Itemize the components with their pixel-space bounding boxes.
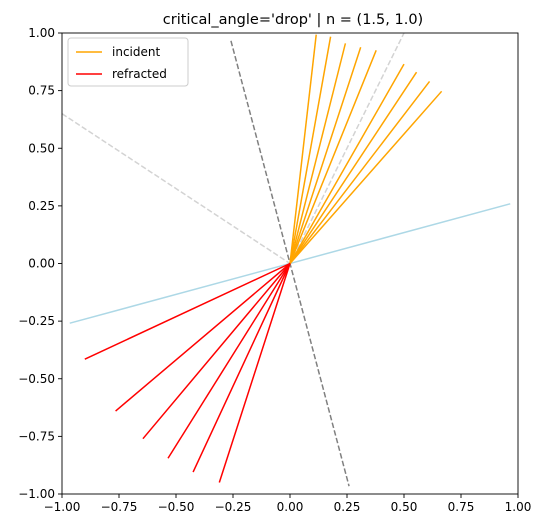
chart-title: critical_angle='drop' | n = (1.5, 1.0) <box>163 12 423 28</box>
legend-label: incident <box>112 45 160 59</box>
legend-label: refracted <box>112 67 167 81</box>
x-tick-label: 0.25 <box>334 500 361 514</box>
x-tick-label: 0.00 <box>277 500 304 514</box>
refracted-ray <box>84 262 291 360</box>
incident-ray <box>289 90 443 264</box>
x-tick-label: −0.75 <box>101 500 138 514</box>
refracted-ray <box>142 263 291 440</box>
x-tick-label: 1.00 <box>505 500 532 514</box>
y-tick-label: 0.00 <box>28 257 55 271</box>
x-tick-label: 0.50 <box>391 500 418 514</box>
refracted-ray <box>192 263 291 473</box>
x-tick-label: 0.75 <box>448 500 475 514</box>
y-tick-label: −0.25 <box>18 314 55 328</box>
y-tick-label: 0.25 <box>28 199 55 213</box>
y-tick-label: 0.50 <box>28 141 55 155</box>
critical-angle-line <box>62 113 291 265</box>
incident-ray <box>289 43 347 264</box>
x-tick-label: −0.50 <box>158 500 195 514</box>
incident-ray <box>289 36 332 264</box>
plot-area <box>62 33 511 487</box>
incident-ray <box>289 80 431 264</box>
axes: −1.00 −0.75 −0.50 −0.25 0.00 0.25 0.50 0.75 1.00… <box>18 26 531 514</box>
refracted-ray <box>167 263 291 459</box>
y-tick-label: −1.00 <box>18 487 55 501</box>
incident-ray <box>289 50 377 264</box>
y-tick-label: −0.75 <box>18 429 55 443</box>
incident-ray <box>289 63 405 264</box>
y-tick-label: 1.00 <box>28 26 55 40</box>
x-tick-label: −0.25 <box>215 500 252 514</box>
legend: incident refracted <box>67 37 189 87</box>
x-tick-label: −1.00 <box>44 500 81 514</box>
incident-ray <box>289 34 317 264</box>
refracted-ray <box>115 262 291 412</box>
refracted-ray <box>218 263 291 483</box>
incident-ray <box>289 71 418 264</box>
critical-angle-line <box>289 33 405 264</box>
y-tick-label: 0.75 <box>28 84 55 98</box>
incident-ray <box>289 47 362 264</box>
y-tick-label: −0.50 <box>18 372 55 386</box>
